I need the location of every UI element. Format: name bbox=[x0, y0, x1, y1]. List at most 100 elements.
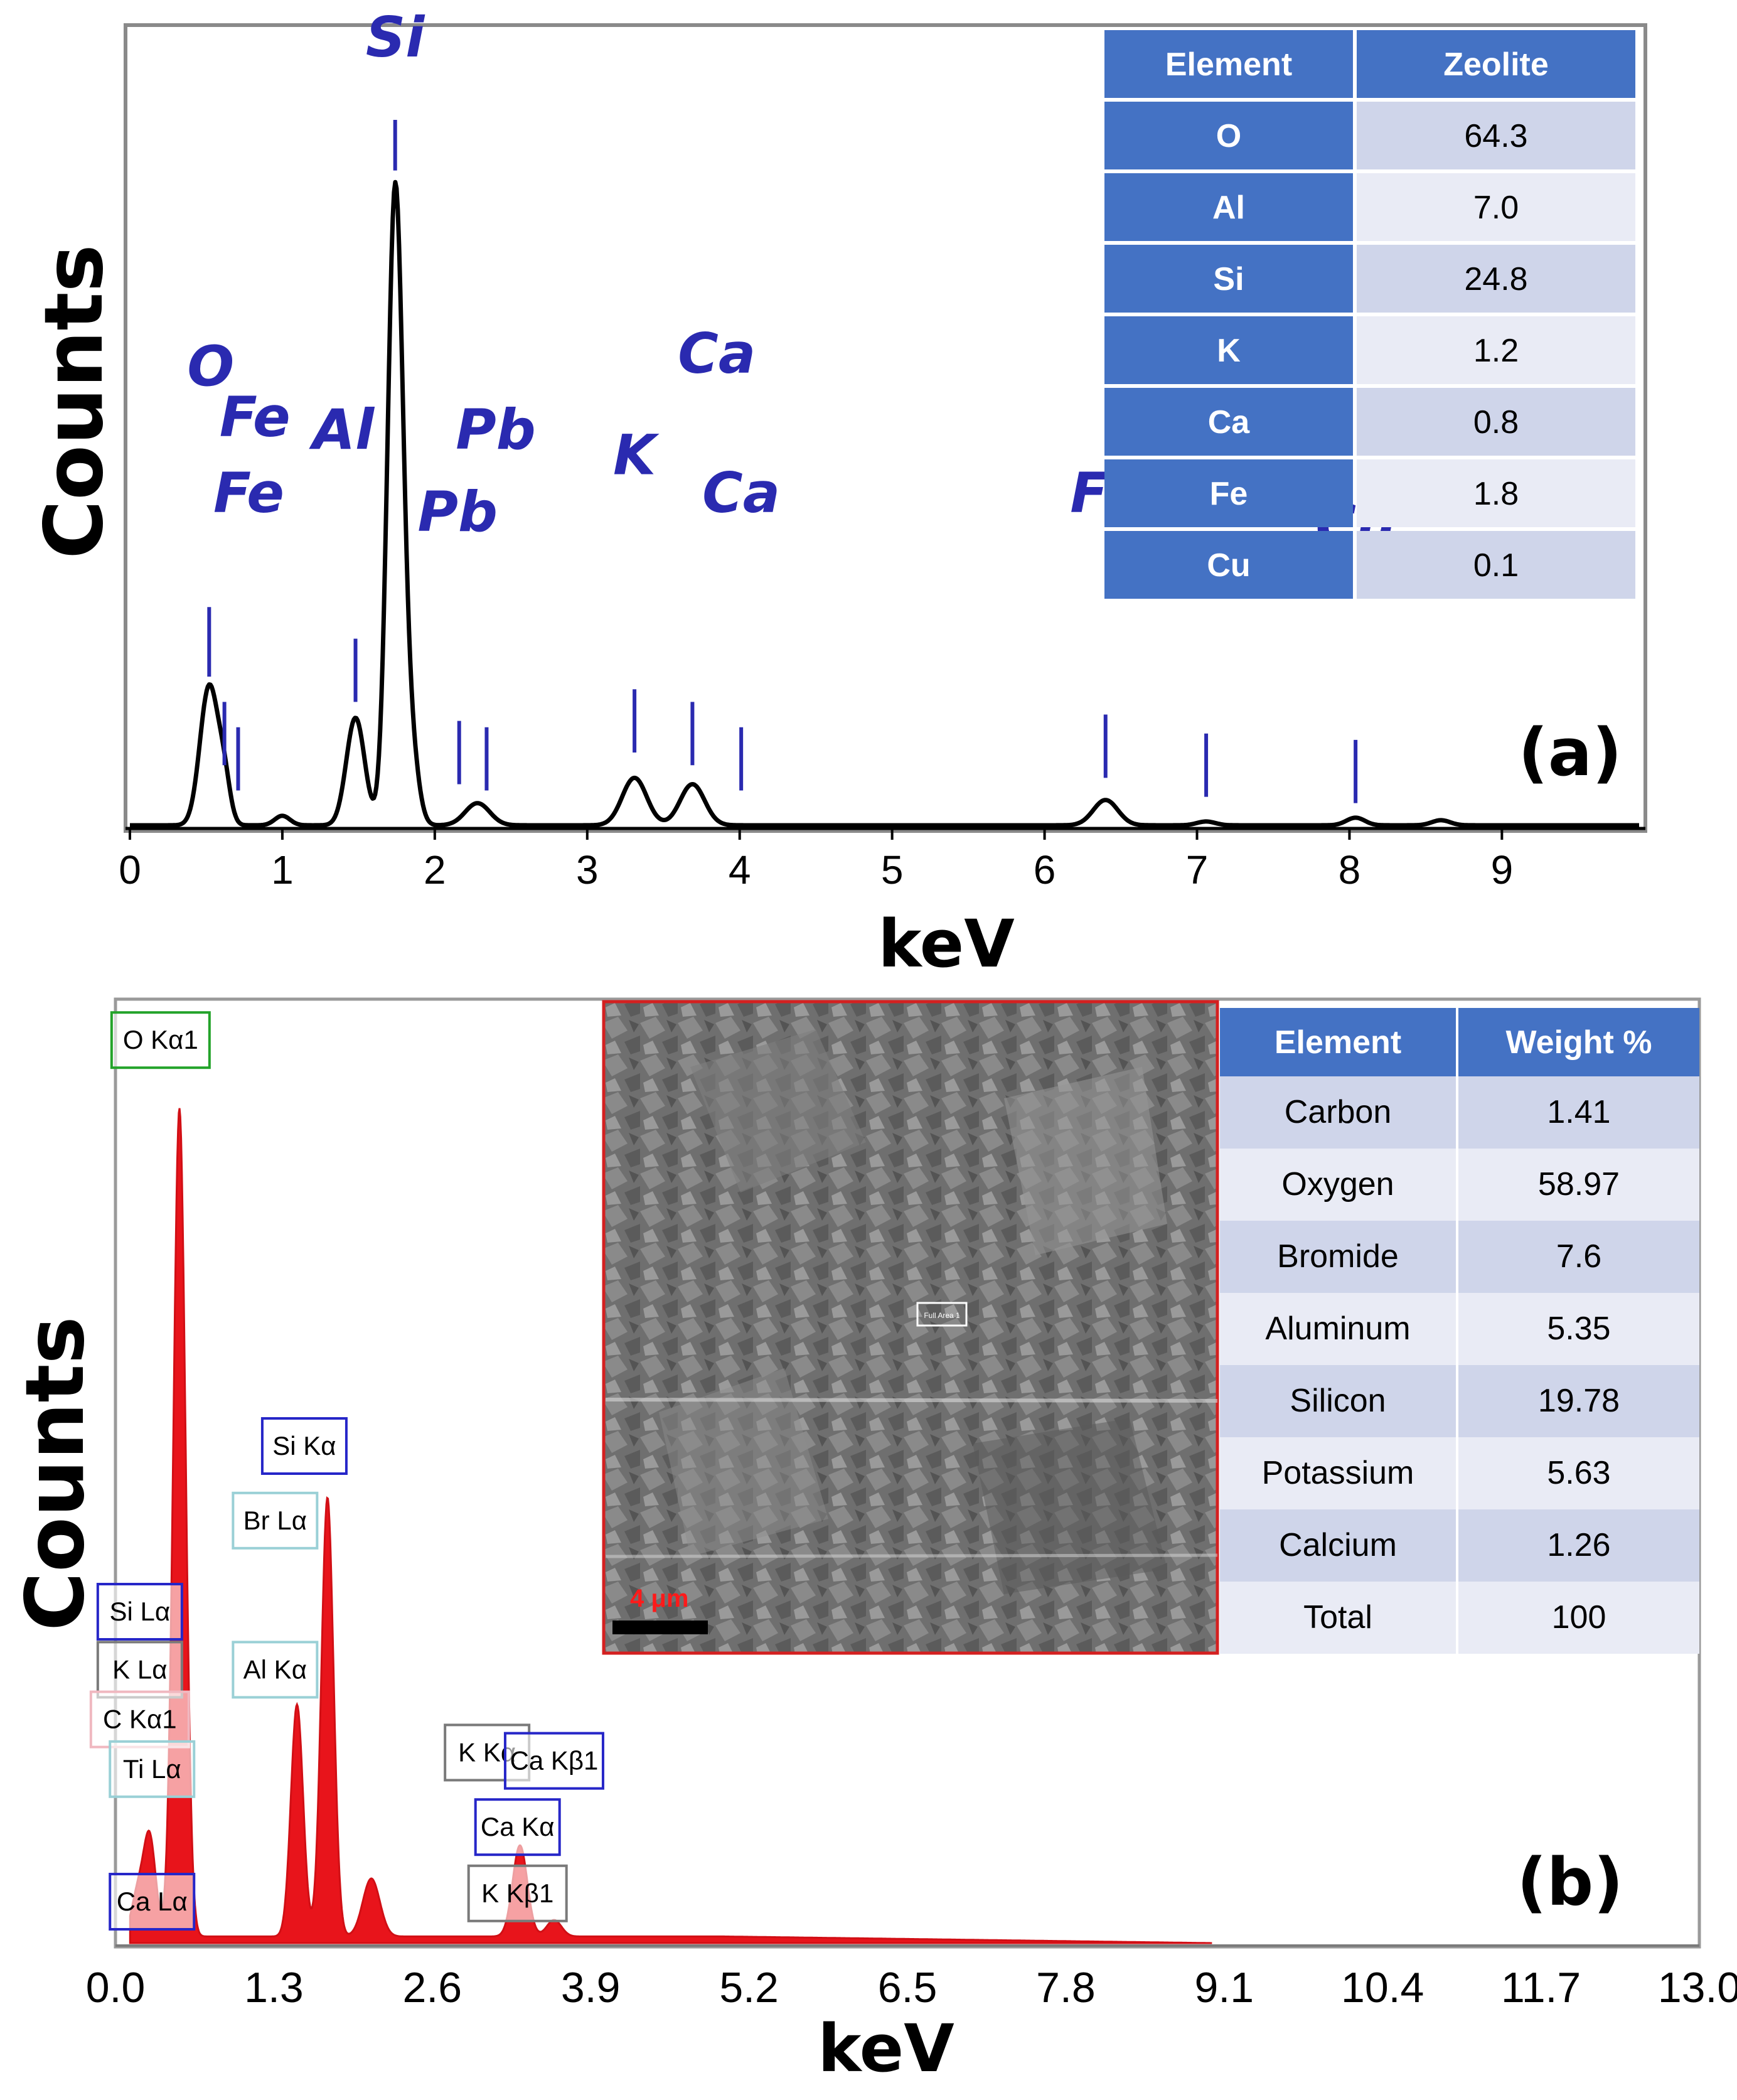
panel-a-spectrum-line bbox=[129, 179, 1640, 828]
panel-a-element-marker-label: O bbox=[187, 334, 234, 399]
table-element-label: Calcium bbox=[1279, 1527, 1397, 1563]
table-value: 5.63 bbox=[1547, 1455, 1610, 1491]
table-row-header-cell bbox=[1104, 388, 1353, 456]
panel-b-x-tick-label: 3.9 bbox=[561, 1964, 621, 2012]
panel-a-frame bbox=[124, 23, 1647, 833]
panel-b-line-label: K Kβ1 bbox=[481, 1878, 553, 1908]
table-value: 0.8 bbox=[1473, 404, 1519, 441]
table-value-cell bbox=[1357, 531, 1635, 599]
panel-b-x-tick-label: 2.6 bbox=[403, 1964, 462, 2012]
panel-b-x-tick-label: 9.1 bbox=[1195, 1964, 1254, 2012]
panel-b-y-label: Counts bbox=[9, 1316, 102, 1631]
table-element-label: Ca bbox=[1208, 404, 1251, 441]
table-value: 58.97 bbox=[1538, 1166, 1620, 1203]
table-row-value-cell bbox=[1458, 1076, 1699, 1149]
sem-area-box-label: Full Area 1 bbox=[924, 1311, 960, 1320]
panel-b-x-tick-label: 1.3 bbox=[244, 1964, 304, 2012]
panel-b-line-label-box bbox=[467, 1864, 568, 1922]
panel-a-x-tick-label: 5 bbox=[881, 847, 904, 892]
panel-a-x-tick-label: 1 bbox=[271, 847, 294, 892]
table-row-header-cell bbox=[1104, 173, 1353, 241]
panel-a-x-tick-label: 9 bbox=[1491, 847, 1514, 892]
panel-a-element-marker-label: Fe bbox=[220, 385, 291, 449]
table-value: 24.8 bbox=[1464, 261, 1527, 297]
panel-b-line-label-box bbox=[96, 1583, 183, 1641]
panel-a-element-marker-label: Pb bbox=[418, 479, 498, 544]
table-row-value-cell bbox=[1458, 1509, 1699, 1582]
panel-b-line-label: Ti Lα bbox=[123, 1754, 181, 1784]
panel-b-line-label: Si Lα bbox=[110, 1597, 171, 1626]
panel-b-line-label: Si Kα bbox=[272, 1431, 336, 1460]
table-value-cell bbox=[1357, 316, 1635, 384]
panel-b-x-tick-label: 0.0 bbox=[86, 1964, 146, 2012]
table-row-name-cell bbox=[1220, 1509, 1456, 1582]
panel-a-x-tick-label: 6 bbox=[1034, 847, 1056, 892]
table-value-cell bbox=[1357, 388, 1635, 456]
panel-b-spectrum-area bbox=[129, 1108, 1212, 1944]
table-row-value-cell bbox=[1458, 1149, 1699, 1221]
panel-a-x-tick-label: 4 bbox=[729, 847, 751, 892]
panel-b-x-tick-label: 5.2 bbox=[719, 1964, 779, 2012]
sem-scale-bar bbox=[612, 1621, 708, 1634]
panel-b-x-tick-label: 10.4 bbox=[1341, 1964, 1424, 2012]
table-element-label: Silicon bbox=[1290, 1383, 1386, 1419]
table-row-value-cell bbox=[1458, 1437, 1699, 1509]
table-value: 7.0 bbox=[1473, 190, 1519, 226]
table-header-label: Element bbox=[1165, 46, 1292, 83]
table-header-label: Weight % bbox=[1505, 1024, 1652, 1061]
table-value: 1.8 bbox=[1473, 476, 1519, 512]
panel-b-line-label: Ca Kβ1 bbox=[510, 1746, 599, 1776]
panel-b-line-label: Al Kα bbox=[243, 1654, 307, 1684]
table-header-row bbox=[1220, 1008, 1699, 1076]
table-value-cell bbox=[1357, 245, 1635, 313]
table-row-header-cell bbox=[1104, 245, 1353, 313]
sem-micrograph: Full Area 1 4 μm bbox=[602, 1000, 1219, 1655]
panel-b-x-label: keV bbox=[818, 2010, 954, 2087]
table-value: 1.41 bbox=[1547, 1094, 1610, 1130]
panel-a-x-tick-label: 8 bbox=[1339, 847, 1361, 892]
table-header-cell bbox=[1104, 30, 1353, 98]
table-element-label: Fe bbox=[1210, 476, 1248, 512]
table-element-label: O bbox=[1216, 118, 1241, 154]
panel-a-tag: (a) bbox=[1518, 714, 1622, 791]
panel-b-x-tick-label: 13.0 bbox=[1658, 1964, 1737, 2012]
sem-area-box bbox=[916, 1302, 968, 1327]
panel-a-x-label: keV bbox=[878, 906, 1014, 982]
table-row-name-cell bbox=[1220, 1221, 1456, 1293]
sem-scale-bar-label: 4 μm bbox=[630, 1585, 688, 1612]
table-row-name-cell bbox=[1220, 1365, 1456, 1437]
panel-a-x-ticks: 0 1 2 3 4 5 6 7 8 9 bbox=[119, 828, 1513, 892]
panel-b-x-tick-label: 11.7 bbox=[1501, 1964, 1581, 2012]
table-element-label: Bromide bbox=[1277, 1238, 1399, 1275]
table-element-label: Potassium bbox=[1262, 1455, 1414, 1491]
panel-a-x-tick-label: 7 bbox=[1186, 847, 1209, 892]
panel-b-line-label-box bbox=[109, 1873, 196, 1931]
panel-a-element-marker-label: Fe bbox=[213, 461, 284, 525]
table-row-header-cell bbox=[1104, 459, 1353, 527]
panel-b-line-label: Br Lα bbox=[243, 1506, 307, 1535]
table-row-value-cell bbox=[1458, 1221, 1699, 1293]
panel-a-element-marker-label: Ca bbox=[678, 321, 756, 386]
table-header-cell bbox=[1357, 30, 1635, 98]
table-value: 1.26 bbox=[1547, 1527, 1610, 1563]
table-row-name-cell bbox=[1220, 1293, 1456, 1365]
table-value-cell bbox=[1357, 459, 1635, 527]
table-element-label: Oxygen bbox=[1281, 1166, 1394, 1203]
panel-b-line-label-box bbox=[109, 1740, 196, 1798]
table-element-label: Carbon bbox=[1285, 1094, 1392, 1130]
table-value: 64.3 bbox=[1464, 118, 1527, 154]
panel-b-line-label-box bbox=[260, 1417, 348, 1475]
table-value-cell bbox=[1357, 102, 1635, 169]
table-value: 1.2 bbox=[1473, 333, 1519, 369]
table-row-value-cell bbox=[1458, 1365, 1699, 1437]
panel-b-weight-table: Element Weight % Carbon 1.41 Oxygen 58.97 Brom… bbox=[1220, 1008, 1699, 1654]
table-row-name-cell bbox=[1220, 1076, 1456, 1149]
table-element-label: K bbox=[1217, 333, 1241, 369]
table-row-value-cell bbox=[1458, 1582, 1699, 1654]
panel-b-line-label: K Lα bbox=[112, 1654, 167, 1684]
table-row-header-cell bbox=[1104, 531, 1353, 599]
table-element-label: Total bbox=[1303, 1599, 1372, 1636]
panel-a-y-label: Counts bbox=[28, 244, 121, 559]
panel-a-element-marker-label: Al bbox=[309, 397, 375, 462]
